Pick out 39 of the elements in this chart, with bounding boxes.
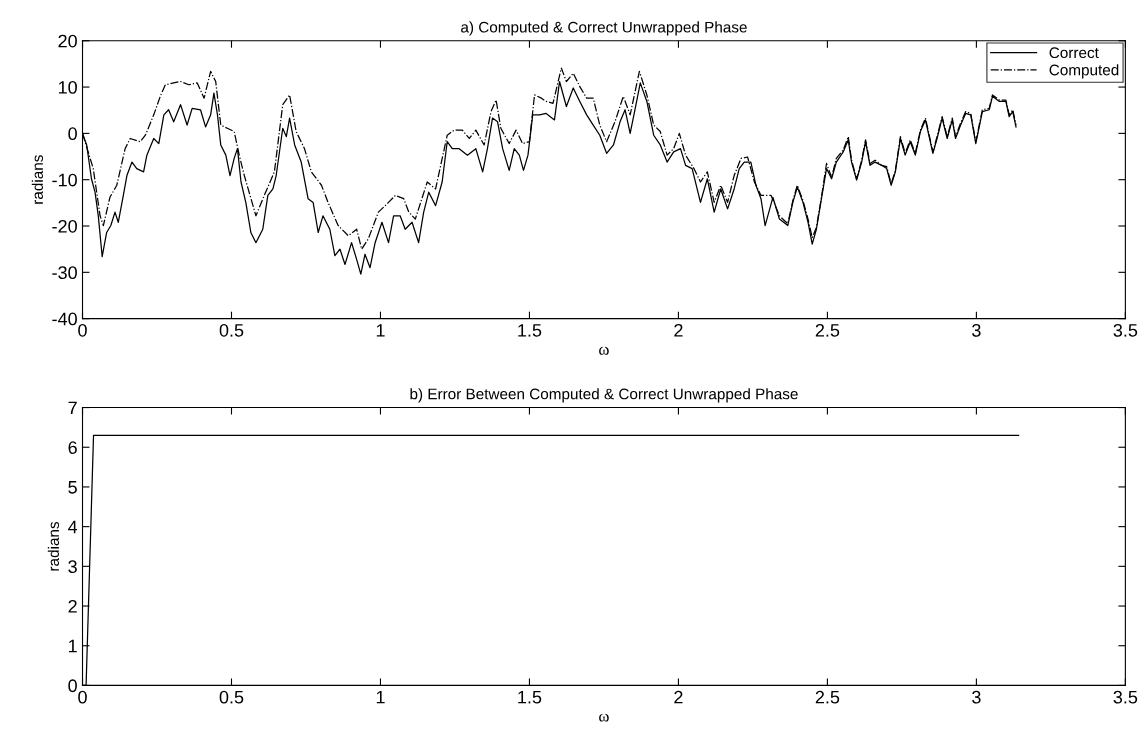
- x-tick-label: 2.5: [815, 323, 840, 337]
- chart-title: a) Computed & Correct Unwrapped Phase: [461, 21, 747, 36]
- x-tick-label: 0.5: [219, 323, 244, 337]
- y-tick-label: 3: [68, 560, 77, 574]
- y-tick-label: -10: [52, 173, 77, 187]
- x-tick-label: 0: [78, 323, 87, 337]
- legend-label: Computed: [1049, 64, 1119, 79]
- x-tick-label: 2.5: [815, 690, 840, 704]
- y-axis-title: radians: [47, 521, 60, 571]
- x-tick-label: 3.5: [1113, 690, 1138, 704]
- x-tick-label: 3: [972, 323, 981, 337]
- y-tick-label: 4: [68, 520, 78, 534]
- y-tick-label: 6: [68, 441, 77, 454]
- y-tick-label: 5: [68, 481, 77, 494]
- x-axis-title: ω: [599, 346, 609, 355]
- x-tick-label: 1.5: [518, 690, 542, 704]
- y-tick-label: 1: [68, 639, 77, 653]
- y-tick-label: 7: [68, 401, 77, 415]
- y-tick-label: -30: [52, 266, 77, 280]
- legend-label: Correct: [1049, 47, 1099, 59]
- y-tick-label: -40: [52, 312, 77, 326]
- x-tick-label: 3: [972, 690, 981, 704]
- y-tick-label: 20: [58, 34, 77, 48]
- x-tick-label: 1: [376, 690, 385, 704]
- y-tick-label: -20: [52, 219, 77, 233]
- chart-title: b) Error Between Computed & Correct Unwrapped Phase: [410, 388, 798, 403]
- x-tick-label: 3.5: [1113, 323, 1138, 337]
- y-axis-title: radians: [31, 155, 43, 204]
- x-tick-label: 0: [78, 690, 87, 704]
- y-tick-label: 0: [68, 127, 77, 141]
- x-tick-label: 0.5: [219, 690, 244, 704]
- x-tick-label: 2: [674, 323, 683, 337]
- y-tick-label: 0: [68, 679, 77, 693]
- x-tick-label: 1.5: [518, 324, 542, 337]
- y-tick-label: 2: [68, 599, 77, 613]
- x-tick-label: 2: [674, 690, 683, 704]
- x-tick-label: 1: [376, 324, 385, 337]
- x-axis-title: ω: [599, 713, 609, 722]
- y-tick-label: 10: [58, 81, 77, 94]
